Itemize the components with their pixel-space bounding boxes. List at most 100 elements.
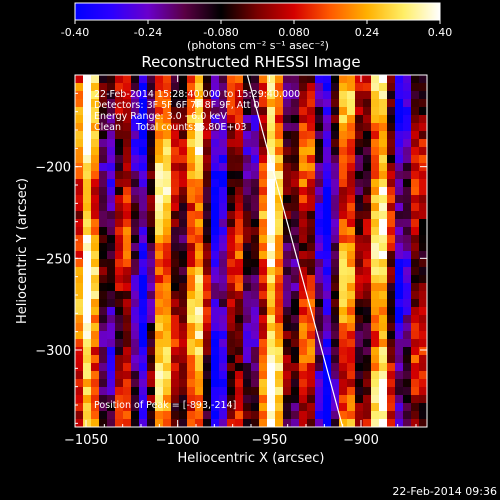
heatmap-cell (235, 147, 244, 156)
heatmap-cell (163, 187, 172, 196)
heatmap-cell (83, 259, 92, 268)
heatmap-cell (107, 371, 116, 380)
heatmap-cell (227, 347, 236, 356)
heatmap-cell (123, 419, 132, 427)
heatmap-cell (203, 83, 212, 92)
heatmap-cell (283, 387, 292, 396)
heatmap-cell (227, 211, 236, 220)
heatmap-cell (323, 131, 332, 140)
heatmap-cell (83, 211, 92, 220)
heatmap-cell (395, 371, 404, 380)
heatmap-cell (131, 283, 140, 292)
heatmap-cell (187, 315, 196, 324)
heatmap-cell (371, 299, 380, 308)
heatmap-cell (315, 99, 324, 108)
heatmap-cell (315, 211, 324, 220)
heatmap-cell (83, 171, 92, 180)
heatmap-cell (195, 115, 204, 124)
heatmap-cell (291, 139, 300, 148)
heatmap-cell (371, 411, 380, 420)
heatmap-cell (315, 75, 324, 84)
heatmap-cell (227, 107, 236, 116)
heatmap-cell (291, 259, 300, 268)
heatmap-cell (155, 139, 164, 148)
heatmap-cell (243, 419, 252, 427)
heatmap-cell (395, 315, 404, 324)
heatmap-cell (299, 251, 308, 260)
heatmap-cell (395, 107, 404, 116)
heatmap-cell (395, 299, 404, 308)
heatmap-cell (363, 227, 372, 236)
heatmap-cell (75, 379, 84, 388)
heatmap-cell (379, 203, 388, 212)
heatmap-cell (323, 195, 332, 204)
heatmap-cell (163, 267, 172, 276)
heatmap-cell (99, 347, 108, 356)
heatmap-cell (83, 315, 92, 324)
heatmap-cell (379, 291, 388, 300)
heatmap-cell (243, 171, 252, 180)
heatmap-cell (147, 419, 156, 427)
heatmap-cell (379, 155, 388, 164)
heatmap-cell (291, 291, 300, 300)
heatmap-cell (227, 379, 236, 388)
peak-position-label: Position of Peak = [-893,-214] (94, 400, 236, 411)
heatmap-cell (179, 75, 188, 84)
heatmap-cell (147, 107, 156, 116)
heatmap-cell (347, 411, 356, 420)
heatmap-cell (259, 411, 268, 420)
heatmap-cell (187, 211, 196, 220)
heatmap-cell (331, 131, 340, 140)
heatmap-cell (323, 331, 332, 340)
heatmap-cell (131, 211, 140, 220)
heatmap-cell (251, 307, 260, 316)
heatmap-cell (323, 251, 332, 260)
heatmap-cell (83, 403, 92, 412)
heatmap-cell (163, 91, 172, 100)
heatmap-cell (139, 187, 148, 196)
heatmap-cell (131, 323, 140, 332)
heatmap-cell (171, 235, 180, 244)
heatmap-cell (299, 275, 308, 284)
heatmap-cell (147, 219, 156, 228)
heatmap-cell (299, 379, 308, 388)
heatmap-cell (147, 115, 156, 124)
heatmap-cell (339, 363, 348, 372)
heatmap-cell (179, 291, 188, 300)
heatmap-cell (243, 347, 252, 356)
heatmap-cell (91, 291, 100, 300)
heatmap-cell (227, 299, 236, 308)
heatmap-cell (275, 227, 284, 236)
heatmap-cell (387, 171, 396, 180)
heatmap-cell (115, 107, 124, 116)
heatmap-cell (267, 307, 276, 316)
heatmap-cell (315, 107, 324, 116)
heatmap-cell (179, 403, 188, 412)
heatmap-cell (107, 211, 116, 220)
heatmap-cell (99, 315, 108, 324)
heatmap-cell (83, 139, 92, 148)
heatmap-cell (227, 235, 236, 244)
heatmap-cell (203, 355, 212, 364)
heatmap-cell (387, 91, 396, 100)
heatmap-cell (251, 419, 260, 427)
heatmap-cell (259, 179, 268, 188)
heatmap-cell (187, 275, 196, 284)
heatmap-cell (307, 291, 316, 300)
heatmap-cell (171, 227, 180, 236)
heatmap-cell (371, 363, 380, 372)
heatmap-cell (387, 123, 396, 132)
heatmap-cell (403, 179, 412, 188)
heatmap-cell (331, 139, 340, 148)
heatmap-cell (251, 323, 260, 332)
heatmap-cell (275, 107, 284, 116)
heatmap-cell (155, 75, 164, 84)
heatmap-cell (355, 251, 364, 260)
heatmap-cell (131, 379, 140, 388)
heatmap-cell (211, 371, 220, 380)
heatmap-cell (147, 291, 156, 300)
heatmap-cell (219, 203, 228, 212)
heatmap-cell (411, 131, 420, 140)
colorbar: -0.40 -0.24 -0.080 0.080 0.24 0.40 (photons c… (61, 2, 452, 52)
heatmap-cell (219, 227, 228, 236)
